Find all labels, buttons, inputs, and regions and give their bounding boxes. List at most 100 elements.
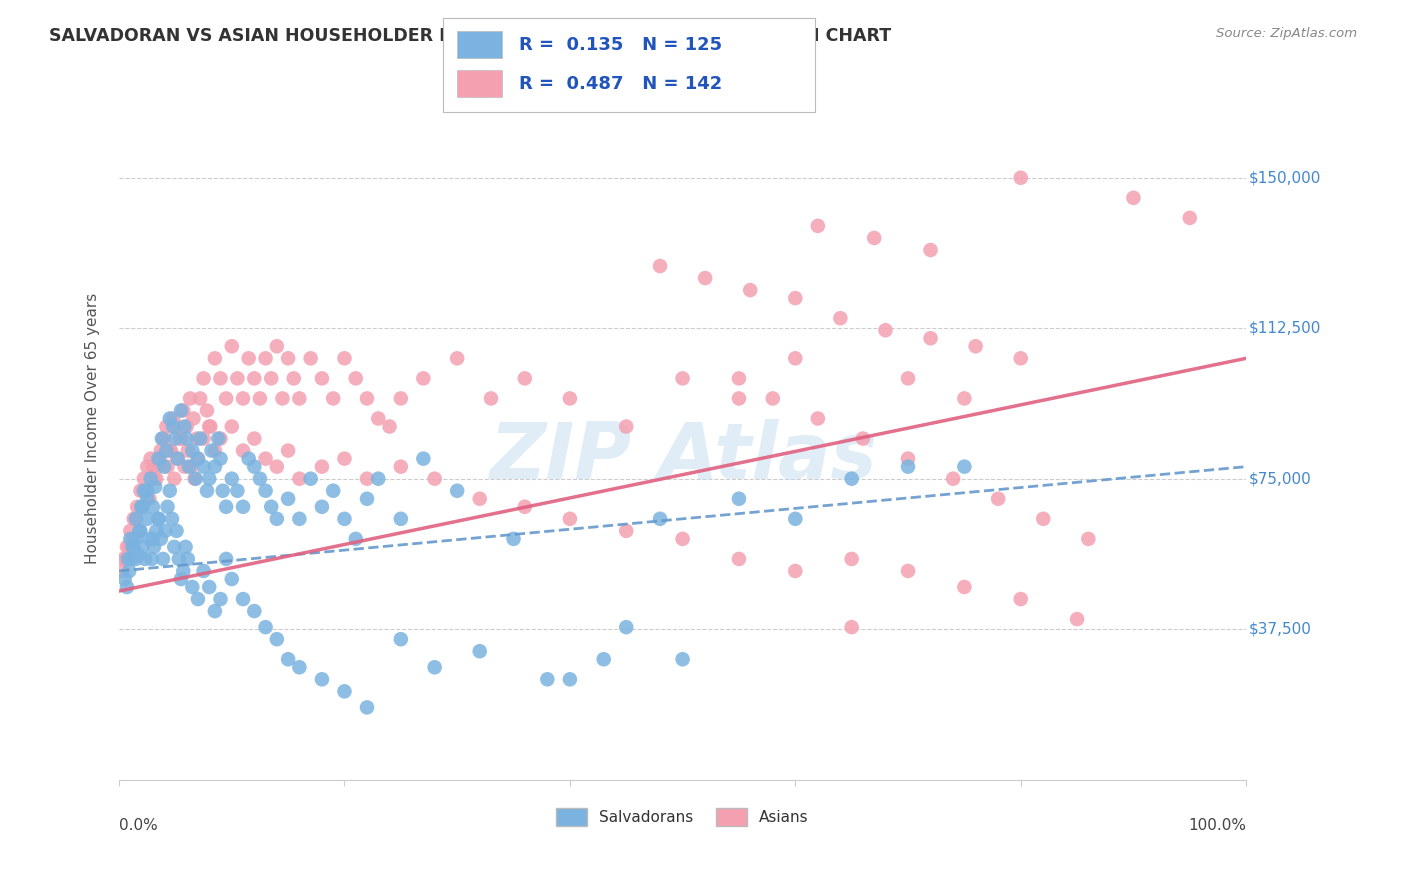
Point	[179, 392, 201, 406]
Point	[356, 700, 378, 714]
Point	[468, 644, 491, 658]
Point	[277, 491, 299, 506]
Point	[204, 459, 226, 474]
Point	[728, 371, 751, 385]
Point	[344, 371, 367, 385]
Point	[215, 392, 238, 406]
Point	[187, 451, 209, 466]
Point	[131, 500, 153, 514]
Point	[1010, 170, 1032, 185]
Point	[841, 552, 863, 566]
Point	[249, 472, 271, 486]
Point	[1122, 191, 1144, 205]
Point	[953, 392, 976, 406]
Point	[136, 483, 159, 498]
Text: ZIP Atlas: ZIP Atlas	[489, 418, 876, 495]
Point	[740, 283, 762, 297]
Point	[322, 483, 344, 498]
Point	[125, 552, 148, 566]
Point	[356, 491, 378, 506]
Point	[389, 459, 412, 474]
Point	[333, 512, 356, 526]
Point	[163, 540, 186, 554]
Point	[142, 500, 165, 514]
Point	[115, 580, 138, 594]
Point	[166, 419, 188, 434]
Point	[468, 491, 491, 506]
Text: SALVADORAN VS ASIAN HOUSEHOLDER INCOME OVER 65 YEARS CORRELATION CHART: SALVADORAN VS ASIAN HOUSEHOLDER INCOME O…	[49, 27, 891, 45]
Point	[728, 491, 751, 506]
Point	[920, 243, 942, 257]
Point	[209, 371, 232, 385]
Point	[163, 472, 186, 486]
Point	[143, 472, 166, 486]
Point	[180, 459, 202, 474]
Point	[221, 419, 243, 434]
Point	[558, 392, 581, 406]
Point	[728, 392, 751, 406]
Text: R =  0.487   N = 142: R = 0.487 N = 142	[519, 75, 723, 93]
Point	[166, 451, 188, 466]
Point	[132, 540, 155, 554]
Point	[121, 540, 143, 554]
Point	[142, 459, 165, 474]
Point	[243, 432, 266, 446]
Point	[852, 432, 875, 446]
Point	[188, 392, 211, 406]
Point	[558, 673, 581, 687]
Point	[807, 411, 830, 425]
Point	[238, 451, 260, 466]
Point	[155, 524, 177, 538]
Point	[389, 632, 412, 647]
Point	[344, 532, 367, 546]
Point	[169, 432, 191, 446]
Point	[166, 524, 188, 538]
Point	[311, 459, 333, 474]
Point	[232, 592, 254, 607]
Point	[198, 580, 221, 594]
Point	[195, 403, 218, 417]
Point	[149, 451, 172, 466]
Y-axis label: Householder Income Over 65 years: Householder Income Over 65 years	[86, 293, 100, 564]
Point	[173, 419, 195, 434]
Point	[200, 419, 222, 434]
Point	[149, 532, 172, 546]
Point	[128, 524, 150, 538]
Point	[193, 459, 215, 474]
Point	[127, 548, 149, 562]
Point	[271, 392, 294, 406]
Point	[283, 371, 305, 385]
Point	[288, 392, 311, 406]
Point	[184, 472, 207, 486]
Point	[143, 540, 166, 554]
Point	[211, 483, 233, 498]
Point	[807, 219, 830, 233]
Point	[125, 500, 148, 514]
Point	[153, 432, 176, 446]
Point	[125, 512, 148, 526]
Point	[221, 572, 243, 586]
Point	[118, 564, 141, 578]
Point	[160, 512, 183, 526]
Point	[254, 451, 277, 466]
Point	[221, 472, 243, 486]
Point	[389, 512, 412, 526]
Point	[1066, 612, 1088, 626]
Point	[193, 564, 215, 578]
Point	[558, 512, 581, 526]
Point	[648, 512, 671, 526]
Point	[193, 371, 215, 385]
Point	[120, 552, 142, 566]
Point	[177, 459, 200, 474]
Point	[243, 459, 266, 474]
Point	[148, 451, 170, 466]
Point	[177, 552, 200, 566]
Point	[614, 620, 637, 634]
Point	[139, 472, 162, 486]
Point	[479, 392, 502, 406]
Point	[254, 483, 277, 498]
Point	[152, 552, 174, 566]
Point	[841, 620, 863, 634]
Point	[513, 500, 536, 514]
Point	[136, 512, 159, 526]
